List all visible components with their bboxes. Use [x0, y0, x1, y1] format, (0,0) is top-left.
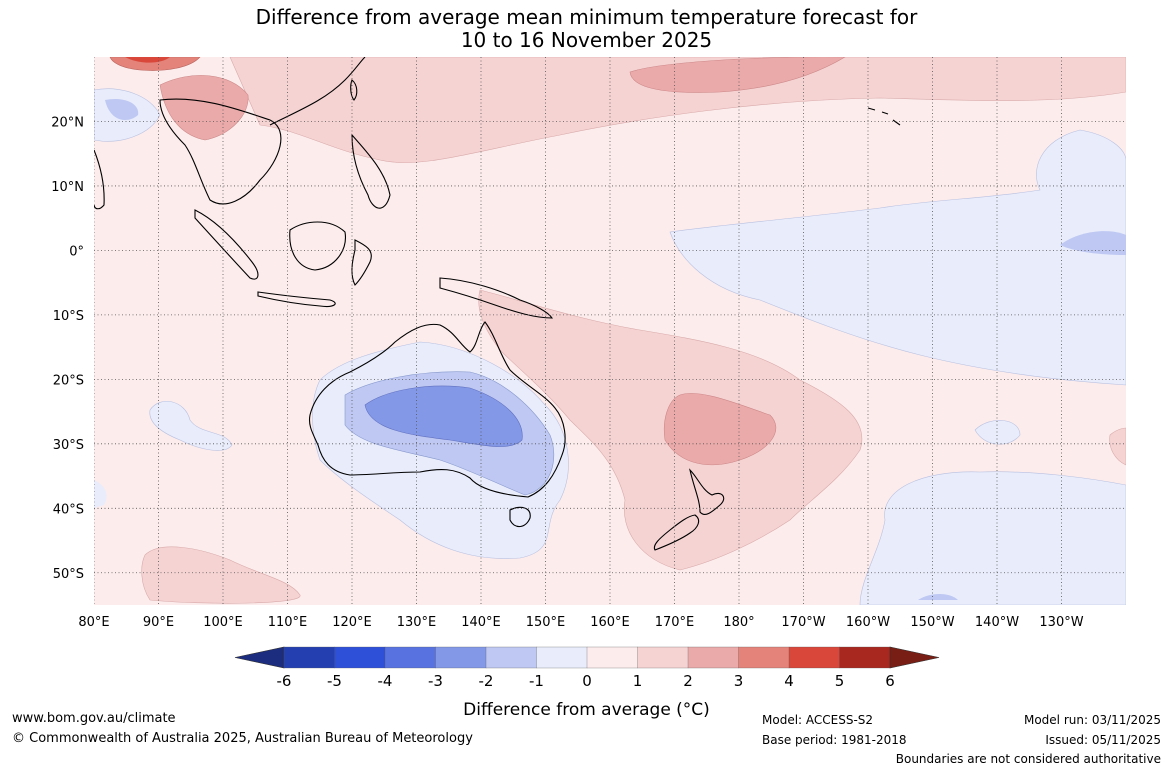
colorbar-segment: [334, 646, 386, 669]
footer-issued: Issued: 05/11/2025: [1045, 733, 1161, 747]
graticule: [94, 57, 1126, 605]
longitude-tick-label: 80°E: [78, 615, 109, 630]
philippines-outline: [351, 133, 391, 209]
colorbar-segment: [687, 646, 739, 669]
longitude-labels: 80°E 90°E 100°E 110°E 120°E 130°E 140°E 150°E 16…: [78, 615, 1083, 630]
colorbar-tick-label: -5: [327, 672, 342, 690]
colorbar-segment: [586, 646, 638, 669]
colorbar: [234, 646, 940, 669]
anomaly-zone-warm-north: [229, 57, 1126, 163]
longitude-tick-label: 150°W: [910, 615, 954, 630]
anomaly-zone-cool-indian: [149, 401, 233, 451]
colorbar-tick-label: -3: [428, 672, 443, 690]
colorbar-segment: [637, 646, 689, 669]
colorbar-tick-label: 2: [683, 672, 693, 690]
colorbar-tick-label: 1: [633, 672, 643, 690]
colorbar-extend-high: [889, 646, 940, 669]
longitude-tick-label: 180°: [723, 615, 754, 630]
latitude-labels: 20°N 10°N 0° 10°S 20°S 30°S 40°S 50°S: [51, 115, 84, 581]
latitude-tick-label: 0°: [69, 244, 84, 259]
anomaly-zone-warm-china: [109, 57, 201, 71]
colorbar-segment: [384, 646, 436, 669]
longitude-tick-label: 130°W: [1039, 615, 1083, 630]
footer-model-run: Model run: 03/11/2025: [1023, 713, 1161, 727]
hawaii-outline: [867, 107, 901, 126]
borneo-outline: [289, 221, 346, 271]
colorbar-segment: [536, 646, 588, 669]
anomaly-zone-cool-small: [974, 420, 1021, 445]
anomaly-zone-warm-tasman-core: [663, 393, 777, 466]
footer-model: Model: ACCESS-S2: [762, 713, 874, 727]
colorbar-segment: [839, 646, 891, 669]
anomaly-zone-cool-southeast: [859, 471, 1126, 605]
anomaly-zone-cool-pacific-core: [1060, 231, 1126, 255]
latitude-tick-label: 40°S: [53, 502, 84, 517]
anomaly-zone-cool-bengal-core: [105, 98, 139, 121]
latitude-tick-label: 20°S: [53, 373, 84, 388]
footer-copyright: © Commonwealth of Australia 2025, Austra…: [12, 731, 473, 746]
longitude-tick-label: 120°E: [332, 615, 372, 630]
longitude-tick-label: 130°E: [397, 615, 437, 630]
map-title-line1: Difference from average mean minimum tem…: [255, 5, 918, 29]
longitude-tick-label: 90°E: [143, 615, 174, 630]
colorbar-tick-label: -1: [529, 672, 544, 690]
anomaly-zone-cool-west-edge: [94, 480, 107, 508]
taiwan-outline: [350, 79, 358, 101]
indochina-outline: [159, 98, 282, 205]
colorbar-tick-label: -6: [277, 672, 292, 690]
colorbar-segment: [738, 646, 790, 669]
map-area: [94, 57, 1126, 605]
colorbar-segment: [485, 646, 537, 669]
colorbar-tick-label: 4: [784, 672, 794, 690]
longitude-tick-label: 140°W: [975, 615, 1019, 630]
longitude-tick-label: 170°E: [655, 615, 695, 630]
tasmania-outline: [509, 506, 531, 528]
australia-outline: [308, 321, 566, 498]
asia-coast-outline: [269, 57, 366, 126]
anomaly-zone-warm-east: [1109, 427, 1126, 466]
colorbar-label: Difference from average (°C): [463, 700, 710, 720]
footer-base-period: Base period: 1981-2018: [762, 733, 907, 747]
new-zealand-south: [653, 514, 700, 551]
anomaly-zone-cool-australia-core: [364, 385, 523, 447]
colorbar-segment: [283, 646, 335, 669]
footer-site: www.bom.gov.au/climate: [12, 711, 176, 726]
colorbar-tick-label: -4: [378, 672, 393, 690]
latitude-tick-label: 10°S: [53, 309, 84, 324]
latitude-tick-label: 20°N: [51, 115, 84, 130]
anomaly-zone-cool-southeast-core: [918, 594, 958, 600]
java-outline: [257, 291, 336, 307]
anomaly-zone-warm-nz-south: [141, 546, 301, 604]
anomaly-zone-warm-seasia: [159, 75, 249, 141]
sumatra-outline: [194, 209, 259, 280]
colorbar-segment: [435, 646, 487, 669]
new-zealand-north: [689, 468, 725, 515]
longitude-tick-label: 160°E: [590, 615, 630, 630]
new-guinea-outline: [439, 277, 554, 319]
longitude-tick-label: 150°E: [526, 615, 566, 630]
colorbar-tick-label: 3: [734, 672, 744, 690]
colorbar-tick-label: 5: [835, 672, 845, 690]
colorbar-tick-label: 0: [582, 672, 592, 690]
colorbar-ticks: -6 -5 -4 -3 -2 -1 0 1 2 3 4 5 6: [277, 672, 895, 690]
longitude-tick-label: 100°E: [203, 615, 243, 630]
longitude-tick-label: 160°W: [846, 615, 890, 630]
coastlines: [94, 57, 901, 551]
colorbar-extend-low: [234, 646, 285, 669]
latitude-tick-label: 50°S: [53, 567, 84, 582]
india-coast-outline: [94, 149, 105, 210]
longitude-tick-label: 140°E: [461, 615, 501, 630]
anomaly-zone-cool-pacific: [669, 129, 1126, 386]
footer-disclaimer: Boundaries are not considered authoritat…: [895, 752, 1161, 766]
colorbar-segment: [788, 646, 840, 669]
anomaly-zone-warm-north-core: [629, 57, 846, 93]
latitude-tick-label: 30°S: [53, 438, 84, 453]
longitude-tick-label: 110°E: [268, 615, 308, 630]
map-title-line2: 10 to 16 November 2025: [460, 28, 713, 52]
longitude-tick-label: 170°W: [781, 615, 825, 630]
colorbar-tick-label: -2: [479, 672, 494, 690]
latitude-tick-label: 10°N: [51, 180, 84, 195]
colorbar-tick-label: 6: [885, 672, 895, 690]
